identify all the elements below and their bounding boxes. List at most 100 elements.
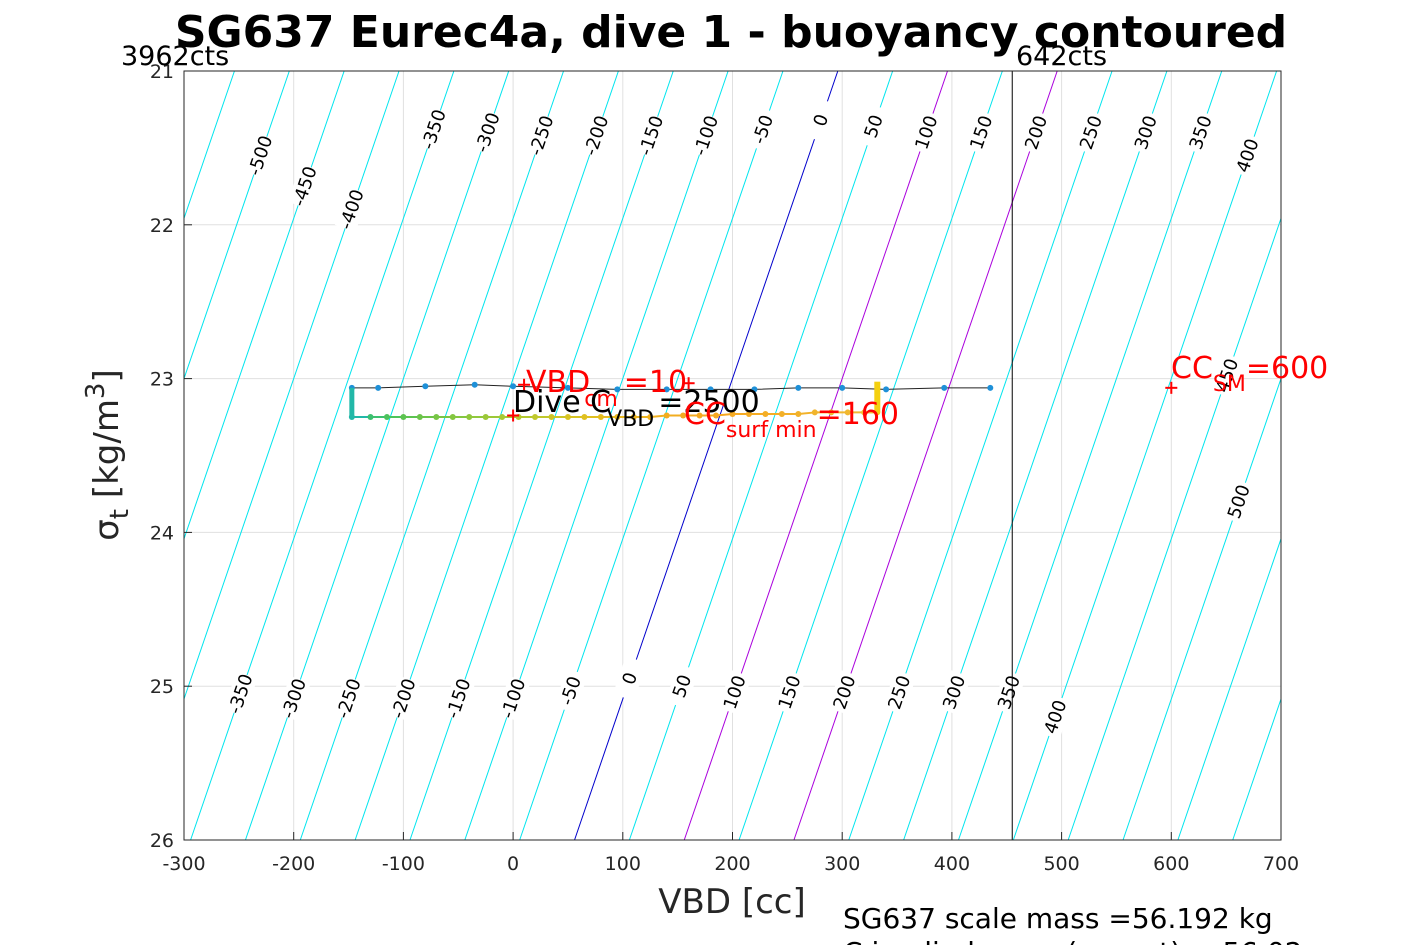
- contour-line: [958, 71, 1223, 840]
- y-tick-label: 25: [150, 676, 174, 698]
- contour-label-bg: [856, 103, 891, 149]
- y-tick-label: 21: [150, 61, 174, 83]
- contour-label-bg: [287, 163, 322, 209]
- x-axis-label: VBD [cc]: [658, 882, 806, 922]
- contour-label-bg: [827, 669, 862, 715]
- ascent-point: [499, 414, 506, 421]
- ascent-point: [383, 414, 390, 421]
- contour-label-bg: [882, 669, 917, 715]
- y-label-sigma: σ: [87, 519, 127, 541]
- contour-label-bg: [553, 668, 588, 714]
- ascent-point: [729, 410, 736, 417]
- x-tick-label: 0: [507, 853, 519, 875]
- contour-line: [1232, 697, 1281, 840]
- y-axis-label: σt [kg/m3]: [81, 369, 135, 541]
- cc-sm-sub: SM: [1213, 372, 1246, 397]
- contour-label-bg: [276, 676, 311, 721]
- ascent-point: [713, 412, 720, 419]
- ascent-point: [416, 414, 423, 421]
- descent-point: [471, 381, 478, 388]
- contour-label-bg: [470, 110, 505, 156]
- dive-c-annotation: Dive CVBD =2500: [513, 385, 760, 432]
- x-tick-label: 300: [824, 853, 860, 875]
- contour-line: [574, 71, 839, 840]
- vbd-cm-sub: cm: [584, 387, 618, 412]
- y-tick-label: 22: [150, 215, 174, 237]
- descent-point: [795, 384, 802, 391]
- contour-label-bg: [1074, 110, 1108, 156]
- ascent-point: [630, 414, 637, 421]
- dive-c-main: Dive C: [513, 385, 611, 420]
- top-left-counts: 3962cts: [121, 41, 229, 72]
- contour-label-bg: [386, 676, 421, 721]
- y-label-end: ]: [87, 369, 127, 382]
- contour-label-bg: [772, 669, 807, 715]
- ascent-point: [532, 414, 539, 421]
- contour-label-bg: [416, 106, 451, 152]
- contour-label-bg: [717, 669, 752, 715]
- dive-c-sub: VBD: [607, 407, 654, 432]
- contour-label-bg: [1128, 110, 1163, 156]
- contour-line: [184, 71, 235, 220]
- contour-line: [628, 71, 894, 840]
- x-tick-label: 100: [605, 853, 641, 875]
- y-label-sup: 3: [81, 383, 111, 400]
- ascent-point: [663, 412, 670, 419]
- contour-line: [793, 71, 1058, 840]
- descent-point: [751, 386, 758, 393]
- ascent-point: [367, 414, 374, 421]
- ascent-point: [449, 414, 456, 421]
- contour-label-bg: [1183, 110, 1218, 156]
- contour-line: [848, 71, 1113, 840]
- ascent-point: [696, 412, 703, 419]
- x-tick-label: 400: [934, 853, 970, 875]
- y-label-units: [kg/m: [87, 399, 127, 509]
- ascent-point: [466, 414, 473, 421]
- ascent-point: [762, 410, 769, 417]
- contour-line: [738, 71, 1003, 840]
- contour-label-bg: [223, 671, 258, 717]
- ascent-point: [680, 412, 687, 419]
- ascent-point: [348, 414, 355, 421]
- contour-label-bg: [579, 113, 614, 159]
- y-label-sub: t: [105, 509, 135, 519]
- vbd-cm-value: =10: [624, 365, 687, 400]
- descent-point: [707, 386, 714, 393]
- ascent-point: [548, 414, 555, 421]
- descent-point: [422, 383, 429, 390]
- cc-surf-annotation: CCsurf min=160: [684, 397, 899, 443]
- ascent-point: [647, 414, 654, 421]
- ascent-point: [811, 409, 818, 416]
- cc-surf-main: CC: [684, 397, 726, 432]
- x-tick-label: 500: [1043, 853, 1079, 875]
- footer-implied-mass: C implied mass (ascent) = 56.02: [843, 936, 1303, 945]
- contour-line: [1067, 216, 1281, 840]
- x-tick-label: 600: [1153, 853, 1189, 875]
- contour-label-bg: [1221, 479, 1256, 525]
- contour-label-bg: [665, 663, 699, 709]
- top-right-counts: 642cts: [1016, 41, 1107, 72]
- x-tick-label: -300: [162, 853, 205, 875]
- ascent-point: [844, 409, 851, 416]
- contour-label-bg: [1210, 353, 1245, 399]
- descent-point: [375, 384, 382, 391]
- ascent-point: [433, 414, 440, 421]
- chart-title: SG637 Eurec4a, dive 1 - buoyancy contour…: [175, 7, 1287, 58]
- contour-label-bg: [964, 110, 999, 156]
- contour-line: [1122, 377, 1281, 840]
- contour-labels: -500-450-400-350 -300 -250 -200 -150 -100 -50 0…: [223, 97, 1265, 740]
- contour-label-bg: [243, 133, 278, 179]
- descent-point: [883, 386, 890, 393]
- ascent-point: [482, 414, 489, 421]
- contour-line: [1288, 71, 1417, 840]
- contour-line: [1177, 537, 1281, 840]
- descent-point: [663, 386, 670, 393]
- y-tick-label: 23: [150, 369, 174, 391]
- descent-point: [987, 384, 994, 391]
- cc-surf-sub: surf min: [726, 418, 817, 443]
- contour-label-bg: [612, 656, 647, 701]
- dive-series: [348, 381, 994, 421]
- x-tick-label: -200: [272, 853, 315, 875]
- ascent-point: [614, 414, 621, 421]
